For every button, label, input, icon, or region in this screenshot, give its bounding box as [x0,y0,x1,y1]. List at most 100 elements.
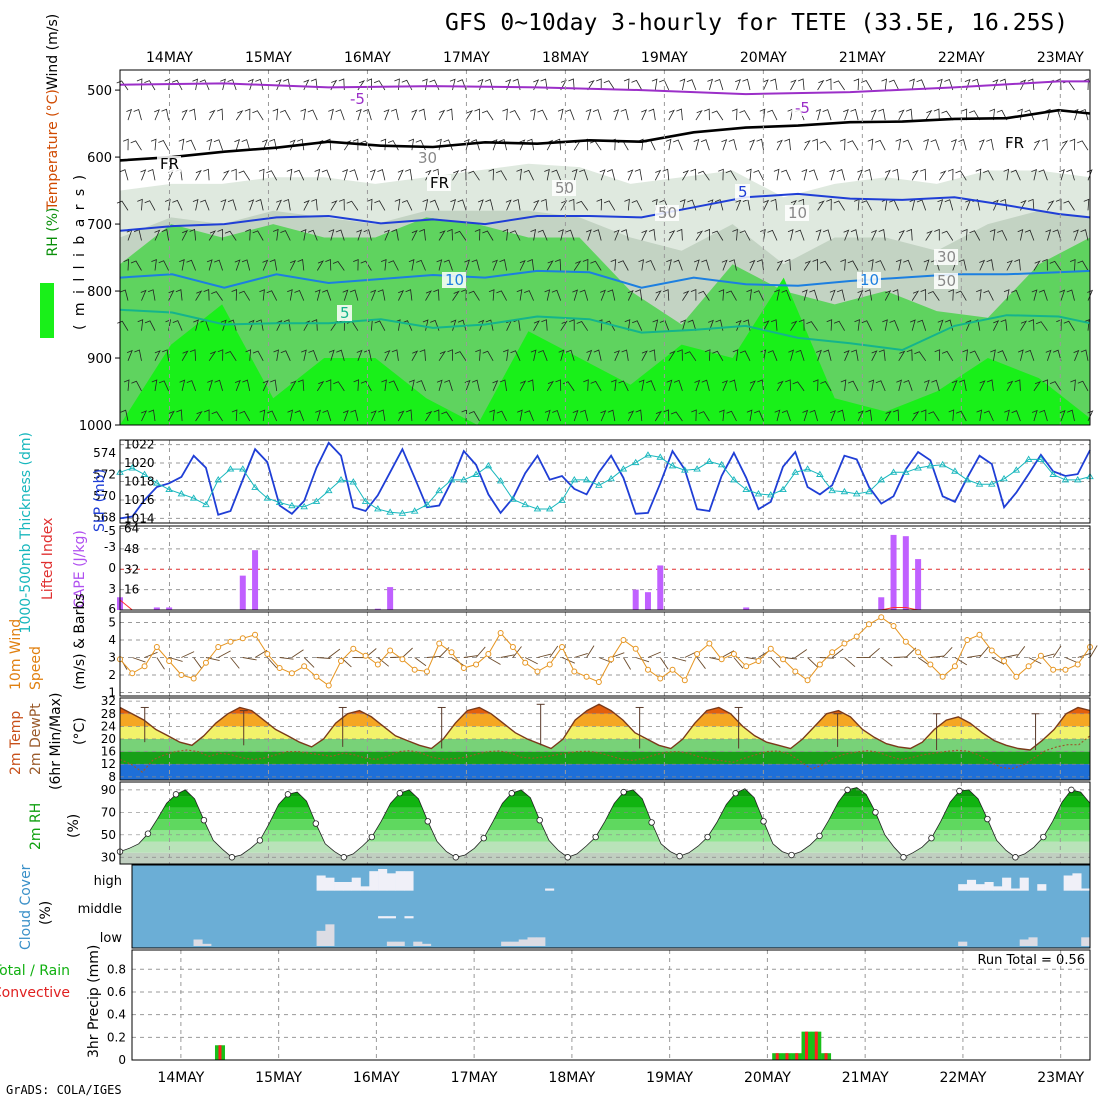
wind-barb [217,228,223,241]
wind-barb [464,379,471,392]
ylabel-rh2m-units: (%) [66,814,82,838]
wind-barb [941,110,954,121]
wind-barb [158,260,169,271]
wind-barb [651,78,658,91]
wind-barb [941,230,954,241]
wind-barb [321,169,332,181]
wind-barb [388,380,399,392]
thickness-point [595,481,603,488]
wind-barb [1073,349,1080,361]
wind-barb [925,230,933,241]
wind-barb [837,409,845,422]
wind-barb [928,411,940,422]
wind-speed-point [485,651,492,657]
date-tick-label-bottom: 18MAY [548,1070,595,1086]
wind-barb [533,320,540,331]
thickness-point [251,483,259,490]
wind-barb [1070,379,1076,391]
wind-barb [1004,409,1010,422]
wind-speed-point [276,665,283,671]
ylabel-temp: 2m DewPt [28,703,44,775]
wind-barb [349,289,359,301]
wind-barb [1011,289,1021,301]
cape-bar [632,589,639,610]
rh-band-bright [120,277,1090,425]
slp-tick-label: 1022 [124,438,155,452]
wind-barb [825,78,832,91]
wind-barb [252,230,264,241]
wind-barb [812,258,818,271]
wind-barb [211,411,223,422]
wind-barb [516,168,522,181]
wind-barb [258,168,265,181]
date-tick-label-top: 21MAY [839,50,886,66]
wind-barb [474,108,480,121]
wind-barb [732,228,738,241]
wind-barb [557,108,564,121]
wind-barb [854,319,860,331]
wind-barb [756,259,764,271]
cape-tick-label: 16 [124,583,139,597]
thickness-point [410,507,419,514]
wind-barb [1027,78,1035,91]
pressure-tick-label: 1000 [79,419,112,434]
wind-barb [147,168,156,181]
wind-barb [294,410,305,422]
wind-barb-10m [402,647,413,658]
wind-barb [711,230,724,241]
wind-barb [276,199,282,211]
wind-barb [635,409,643,422]
wind-barb [289,380,297,392]
wind-barb [725,290,737,301]
wind-barb [1035,321,1048,331]
wind-barb [533,199,540,211]
rh-point [760,818,767,825]
wind-barb [270,379,278,391]
cape-bar [657,565,664,610]
wind-barb [999,78,1008,91]
wind-barb [920,409,927,422]
wind-barb [585,229,592,241]
wind-barb [638,379,645,391]
ylabel-cloud-units: (%) [38,901,54,925]
wind-barb [812,138,818,151]
cloud-cell [404,916,414,919]
temp-band [120,751,1090,765]
wind-barb [776,139,783,151]
wind-barb [1080,229,1089,241]
wind-barb [311,319,318,331]
thickness-point [644,451,652,458]
thickness-point [460,476,468,483]
wind-barb [803,139,811,151]
wind-barb [850,108,859,121]
wind-barb [707,199,714,211]
wind-barb [725,170,737,181]
wind-barb [1020,79,1027,91]
upper-air-frame [119,69,1091,426]
wind-barb [623,78,630,91]
cloud-cell [966,879,977,891]
wind-barb [541,319,548,331]
wind-barb [1069,138,1076,151]
wind-barb [185,139,196,151]
wind-barb [262,139,268,151]
precip-frame [131,949,1091,1061]
wind-barb-10m [475,646,486,658]
wind-barb-10m [316,657,331,659]
rh-tick-label: 90 [101,783,116,797]
thickness-point [398,509,407,516]
wind-barb [398,289,405,301]
rh-point [256,837,264,844]
wind-barb [585,108,592,121]
wind-barb [864,289,873,301]
wind-barb [248,319,255,331]
precip-conv-bar [805,1031,809,1060]
wind-barb [275,79,282,91]
wind-barb [579,409,589,422]
wind-barb [898,109,905,121]
wind-barb [303,199,310,211]
wind-barb-10m [218,650,231,658]
wind-barb [441,411,453,422]
wind-barb [452,290,460,301]
rh-point [452,854,459,861]
